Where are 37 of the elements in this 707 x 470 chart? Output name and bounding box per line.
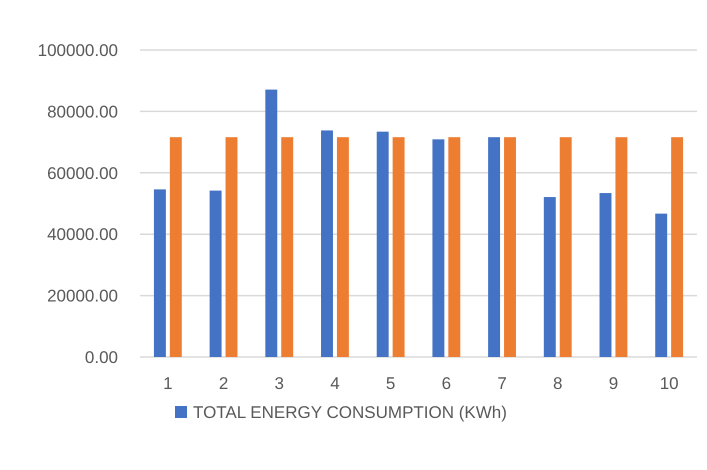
- y-tick-label: 60000.00: [47, 164, 118, 183]
- x-tick-label: 9: [608, 374, 618, 393]
- x-tick-label: 4: [330, 374, 340, 393]
- x-tick-label: 5: [386, 374, 396, 393]
- bar: [265, 90, 278, 357]
- bar: [376, 132, 389, 357]
- y-tick-label: 20000.00: [47, 286, 118, 306]
- bar: [655, 214, 668, 357]
- bar: [504, 137, 516, 357]
- bar: [448, 137, 460, 357]
- bar: [488, 137, 500, 357]
- bar: [671, 137, 684, 357]
- bar: [432, 139, 444, 357]
- x-tick-label: 10: [660, 374, 679, 393]
- x-tick-label: 1: [163, 374, 173, 393]
- x-tick-label: 7: [497, 374, 507, 393]
- bar: [154, 189, 166, 357]
- x-tick-label: 8: [553, 374, 562, 393]
- y-tick-label: 0.00: [84, 348, 118, 367]
- x-tick-label: 3: [274, 374, 284, 393]
- bar: [392, 137, 405, 357]
- y-tick-label: 40000.00: [47, 225, 118, 244]
- bar: [600, 193, 612, 357]
- bar: [560, 137, 572, 357]
- legend-label: TOTAL ENERGY CONSUMPTION (KWh): [193, 402, 507, 422]
- y-tick-label: 80000.00: [47, 102, 118, 122]
- bar: [544, 197, 556, 357]
- bar: [336, 137, 349, 357]
- bar: [210, 190, 222, 357]
- bar: [321, 130, 333, 357]
- bar: [226, 137, 238, 357]
- bar: [615, 137, 628, 357]
- x-tick-label: 6: [442, 374, 452, 393]
- x-tick-label: 2: [218, 374, 228, 393]
- bar: [170, 137, 182, 357]
- bar: [281, 137, 294, 357]
- y-tick-label: 100000.00: [38, 40, 118, 60]
